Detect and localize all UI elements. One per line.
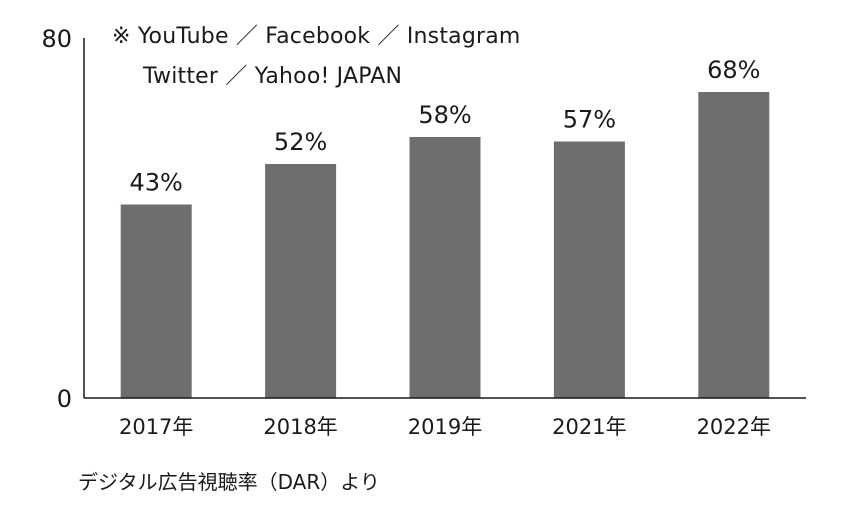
x-tick-label-4: 2022年 bbox=[697, 415, 771, 439]
bar-3 bbox=[553, 141, 625, 398]
labels-group: 43% 2017年 52% 2018年 58% 2019年 57% 2021年 68% 2022年… bbox=[41, 25, 771, 439]
value-label-1: 52% bbox=[274, 128, 327, 156]
bar-2 bbox=[409, 137, 481, 398]
value-label-3: 57% bbox=[563, 106, 616, 134]
annotation-line-1: ※ YouTube ／ Facebook ／ Instagram bbox=[112, 24, 521, 49]
x-tick-label-3: 2021年 bbox=[552, 415, 626, 439]
y-tick-label-0: 0 bbox=[57, 385, 72, 413]
value-label-0: 43% bbox=[130, 169, 183, 197]
x-tick-label-1: 2018年 bbox=[263, 415, 337, 439]
axes-group bbox=[83, 38, 806, 399]
value-label-4: 68% bbox=[707, 56, 760, 84]
y-tick-label-80: 80 bbox=[41, 25, 72, 53]
x-tick-label-0: 2017年 bbox=[119, 415, 193, 439]
x-tick-label-2: 2019年 bbox=[408, 415, 482, 439]
bar-0 bbox=[120, 204, 192, 398]
value-label-2: 58% bbox=[418, 101, 471, 129]
annotation-line-2: Twitter ／ Yahoo! JAPAN bbox=[143, 64, 403, 89]
source-caption: デジタル広告視聴率（DAR）より bbox=[78, 470, 380, 494]
bar-1 bbox=[265, 164, 337, 398]
bar-4 bbox=[698, 92, 770, 398]
bars-group bbox=[120, 92, 770, 398]
